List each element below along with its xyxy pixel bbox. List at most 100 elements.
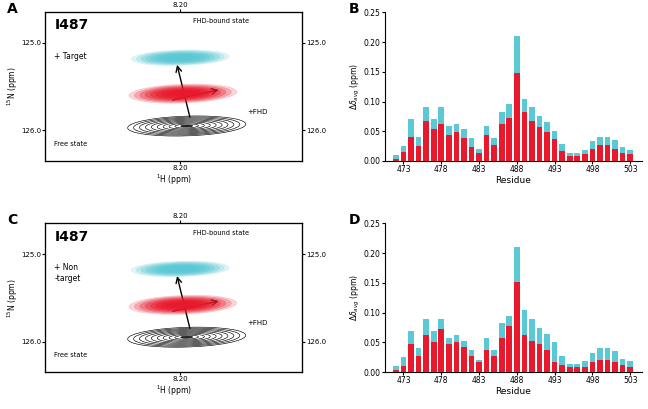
Bar (590, 148, 596, 161)
Bar (476, 153, 482, 161)
Text: I487: I487 (54, 229, 89, 244)
Ellipse shape (151, 53, 210, 63)
Ellipse shape (156, 89, 210, 99)
Bar (522, 112, 527, 161)
Bar (522, 99, 527, 161)
Ellipse shape (132, 261, 229, 277)
Bar (491, 145, 497, 161)
Ellipse shape (141, 52, 220, 64)
X-axis label: $^1$H (ppm): $^1$H (ppm) (156, 173, 192, 187)
Bar (469, 138, 474, 161)
Ellipse shape (165, 267, 195, 271)
Bar (605, 360, 610, 372)
Ellipse shape (156, 265, 205, 273)
Bar (408, 330, 414, 372)
Bar (567, 364, 573, 372)
Bar (551, 342, 557, 372)
Bar (454, 342, 459, 372)
Bar (559, 355, 565, 372)
Y-axis label: $^{15}$N (ppm): $^{15}$N (ppm) (5, 67, 19, 106)
Bar (454, 124, 459, 161)
Ellipse shape (181, 336, 192, 338)
Ellipse shape (176, 268, 185, 270)
Bar (627, 155, 633, 161)
Bar (416, 348, 421, 372)
Text: B: B (349, 2, 359, 16)
Bar (439, 329, 444, 372)
Bar (544, 133, 550, 161)
Bar (431, 330, 437, 372)
Bar (446, 344, 452, 372)
Text: + Non
-target: + Non -target (54, 263, 81, 283)
Ellipse shape (178, 93, 188, 94)
Ellipse shape (167, 91, 199, 97)
Bar (582, 362, 588, 372)
Ellipse shape (161, 90, 204, 97)
Bar (529, 319, 535, 372)
Ellipse shape (146, 52, 214, 63)
Bar (559, 144, 565, 161)
Bar (461, 130, 467, 161)
Text: C: C (7, 213, 17, 227)
Bar (567, 367, 573, 372)
Y-axis label: $^{15}$N (ppm): $^{15}$N (ppm) (5, 278, 19, 318)
Bar (507, 326, 512, 372)
Bar (567, 153, 573, 161)
Ellipse shape (165, 55, 195, 60)
Bar (605, 145, 610, 161)
Bar (439, 124, 444, 161)
Bar (507, 104, 512, 161)
Bar (537, 344, 542, 372)
Ellipse shape (132, 50, 229, 65)
Bar (605, 348, 610, 372)
Bar (454, 133, 459, 161)
Ellipse shape (181, 125, 192, 127)
Bar (514, 73, 520, 161)
Text: A: A (7, 2, 17, 16)
Bar (461, 347, 467, 372)
Bar (393, 366, 399, 372)
Bar (590, 362, 596, 372)
Bar (574, 364, 580, 372)
Bar (529, 121, 535, 161)
Ellipse shape (151, 264, 210, 274)
Text: I487: I487 (54, 18, 89, 32)
Bar (590, 353, 596, 372)
Bar (597, 145, 603, 161)
Ellipse shape (170, 267, 190, 270)
Bar (627, 367, 633, 372)
Bar (446, 135, 452, 161)
Ellipse shape (145, 87, 220, 100)
Ellipse shape (172, 92, 194, 96)
Bar (400, 357, 406, 372)
Bar (484, 338, 489, 372)
Bar (476, 362, 482, 372)
Ellipse shape (129, 295, 237, 315)
Ellipse shape (136, 51, 224, 65)
Bar (469, 147, 474, 161)
Bar (499, 124, 505, 161)
Bar (400, 146, 406, 161)
Text: +FHD: +FHD (247, 320, 268, 326)
Bar (423, 335, 429, 372)
Bar (582, 150, 588, 161)
Bar (612, 362, 618, 372)
Bar (574, 156, 580, 161)
Bar (476, 149, 482, 161)
Bar (484, 126, 489, 161)
Bar (582, 155, 588, 161)
Ellipse shape (129, 84, 237, 103)
Bar (597, 137, 603, 161)
Bar (431, 119, 437, 161)
Bar (416, 146, 421, 161)
Ellipse shape (141, 263, 220, 275)
Bar (393, 159, 399, 161)
Bar (514, 282, 520, 372)
Bar (499, 338, 505, 372)
Ellipse shape (156, 54, 205, 62)
Bar (499, 112, 505, 161)
Bar (476, 360, 482, 372)
Bar (446, 126, 452, 161)
Bar (559, 151, 565, 161)
Ellipse shape (176, 57, 185, 58)
